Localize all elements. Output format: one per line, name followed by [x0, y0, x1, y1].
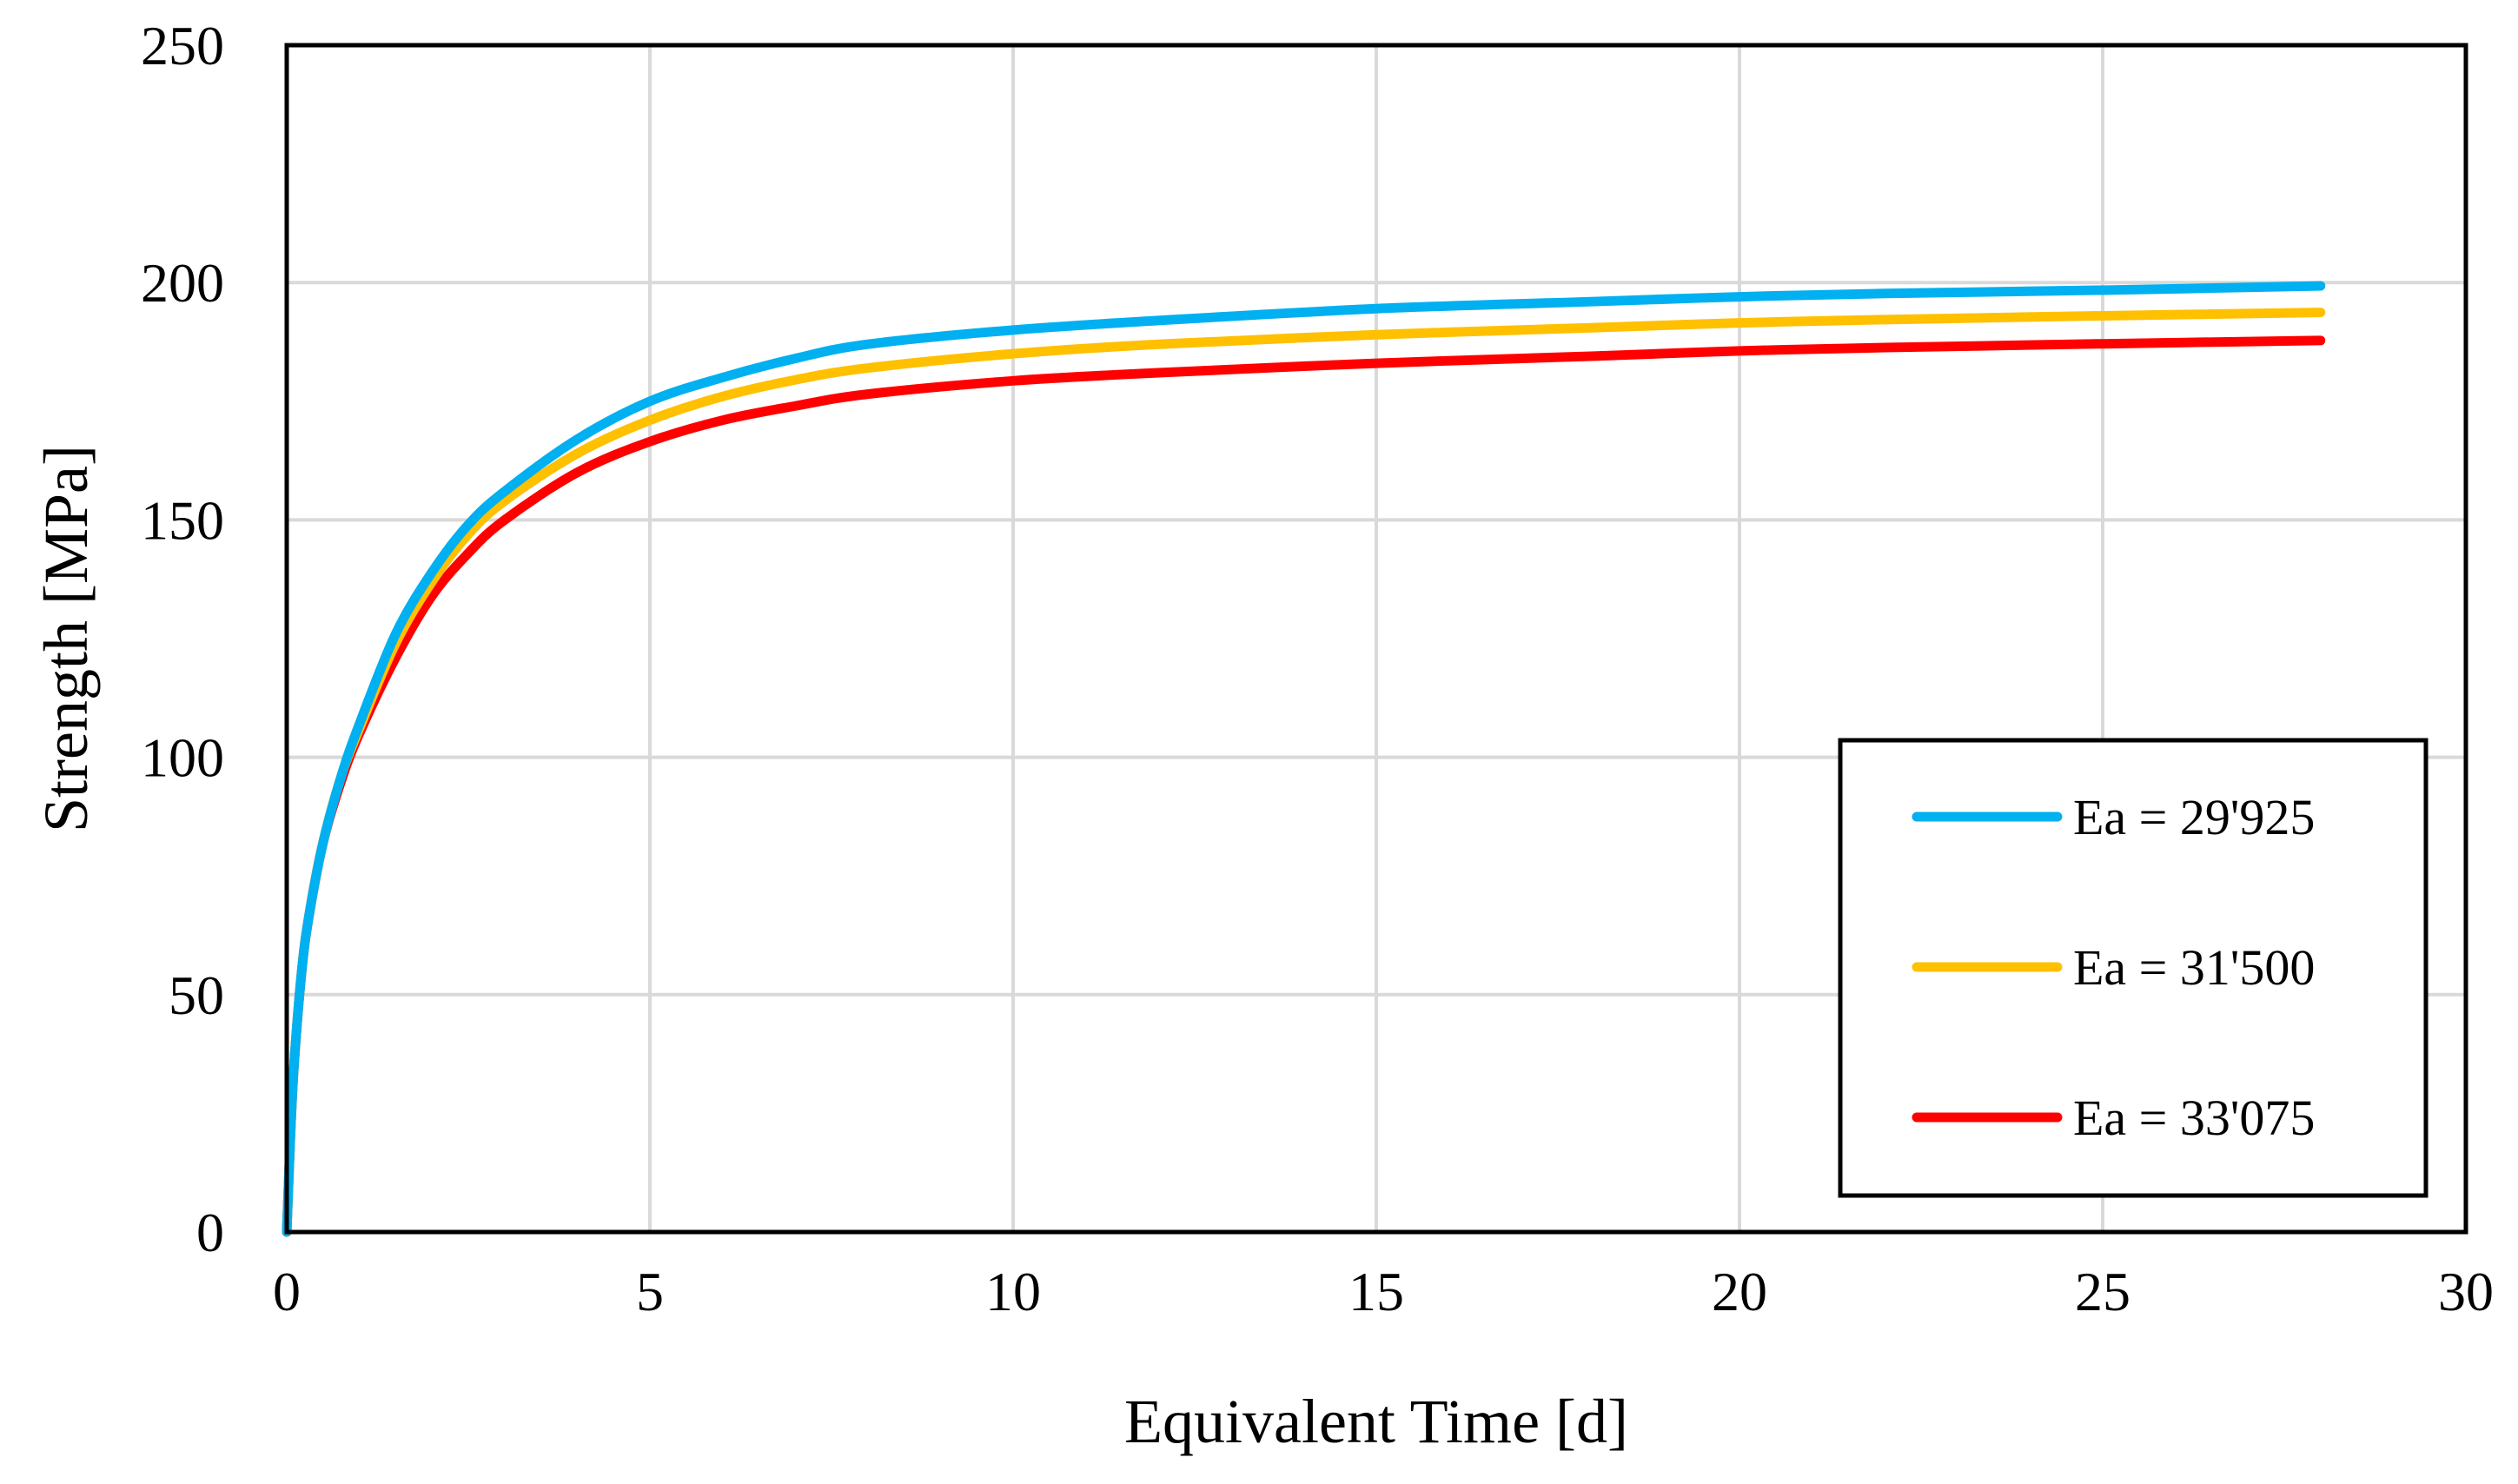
x-tick-label: 25	[2075, 1261, 2130, 1322]
legend-items: Ea = 29'925 Ea = 31'500 Ea = 33'075	[1912, 789, 2315, 1146]
y-tick-labels: 0 50 100 150 200 250	[141, 15, 224, 1263]
y-tick-label: 250	[141, 15, 224, 76]
y-tick-label: 50	[169, 964, 224, 1026]
x-tick-label: 30	[2438, 1261, 2494, 1322]
y-axis-title: Strength [MPa]	[31, 445, 101, 832]
x-tick-labels: 0 5 10 15 20 25 30	[273, 1261, 2494, 1322]
x-tick-label: 10	[985, 1261, 1041, 1322]
plot-area-frame	[284, 43, 2468, 1235]
x-axis-title: Equivalent Time [d]	[1124, 1387, 1628, 1456]
y-tick-label: 150	[141, 489, 224, 551]
grid-layer	[287, 45, 2466, 1232]
legend-label-3: Ea = 33'075	[2073, 1090, 2315, 1146]
y-tick-label: 100	[141, 727, 224, 789]
series-layer	[282, 281, 2326, 1237]
x-tick-label: 5	[636, 1261, 664, 1322]
x-tick-label: 0	[273, 1261, 301, 1322]
y-tick-label: 200	[141, 252, 224, 314]
y-tick-label: 0	[196, 1202, 224, 1263]
x-tick-label: 15	[1348, 1261, 1404, 1322]
legend: Ea = 29'925 Ea = 31'500 Ea = 33'075	[1838, 738, 2429, 1198]
x-tick-label: 20	[1712, 1261, 1767, 1322]
legend-label-1: Ea = 29'925	[2073, 789, 2315, 845]
legend-label-2: Ea = 31'500	[2073, 939, 2315, 996]
series-line-1	[282, 281, 2326, 1237]
